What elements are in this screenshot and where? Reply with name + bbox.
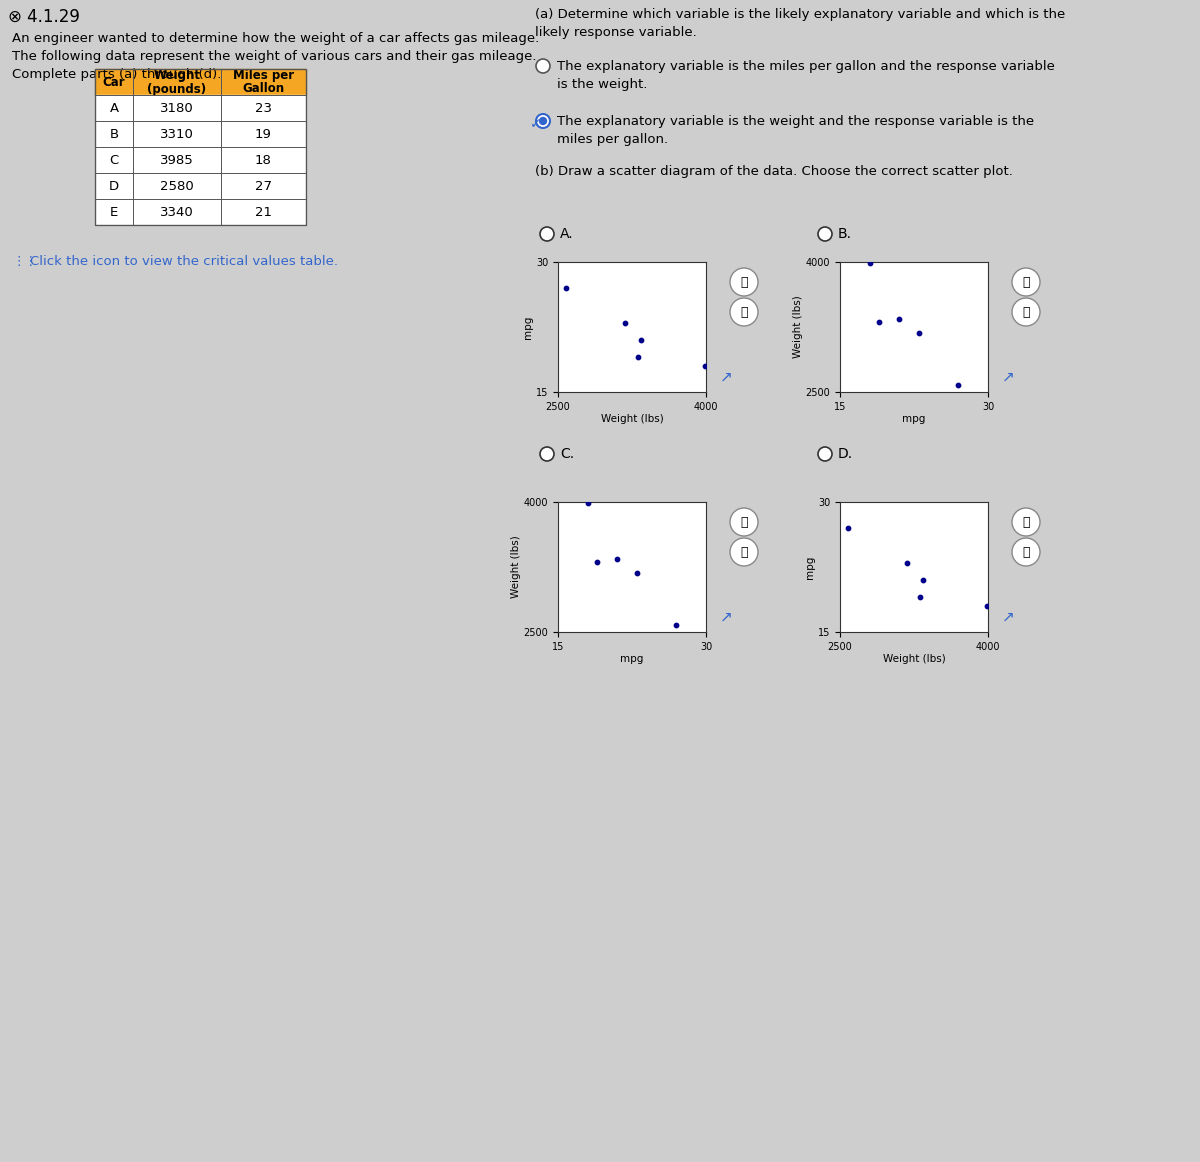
Text: (a) Determine which variable is the likely explanatory variable and which is the: (a) Determine which variable is the like… — [535, 8, 1066, 21]
Text: The explanatory variable is the weight and the response variable is the: The explanatory variable is the weight a… — [557, 115, 1034, 128]
Text: ↗: ↗ — [720, 370, 732, 385]
Text: 🔍: 🔍 — [1022, 306, 1030, 318]
Text: ✓: ✓ — [530, 117, 541, 131]
Circle shape — [730, 297, 758, 327]
Text: (b) Draw a scatter diagram of the data. Choose the correct scatter plot.: (b) Draw a scatter diagram of the data. … — [535, 165, 1013, 178]
Text: 23: 23 — [256, 101, 272, 115]
Circle shape — [536, 114, 550, 128]
Point — [949, 375, 968, 394]
Bar — [95, 199, 306, 225]
Bar — [95, 95, 306, 121]
Point — [607, 550, 626, 568]
Text: E: E — [110, 206, 118, 218]
Point — [667, 616, 686, 634]
Point — [578, 494, 598, 512]
Circle shape — [730, 538, 758, 566]
Text: A.: A. — [560, 227, 574, 241]
Text: ↗: ↗ — [1002, 610, 1014, 624]
Circle shape — [730, 508, 758, 536]
Circle shape — [1012, 268, 1040, 296]
Text: A: A — [109, 101, 119, 115]
Bar — [95, 121, 306, 148]
Circle shape — [1012, 297, 1040, 327]
Text: Car: Car — [103, 76, 125, 88]
Text: 3310: 3310 — [160, 128, 194, 141]
Point — [616, 314, 635, 332]
Point — [913, 571, 932, 589]
Text: 🔍: 🔍 — [740, 516, 748, 529]
X-axis label: mpg: mpg — [620, 654, 643, 665]
X-axis label: Weight (lbs): Weight (lbs) — [601, 415, 664, 424]
Point — [557, 279, 576, 297]
Circle shape — [1012, 538, 1040, 566]
Circle shape — [540, 227, 554, 241]
Text: ⋮⋮: ⋮⋮ — [12, 254, 37, 268]
Point — [898, 553, 917, 572]
Bar — [95, 69, 306, 225]
Text: 27: 27 — [256, 179, 272, 193]
Text: 🔍: 🔍 — [1022, 545, 1030, 559]
Circle shape — [540, 447, 554, 461]
Text: ↗: ↗ — [720, 610, 732, 624]
Text: D: D — [109, 179, 119, 193]
Point — [628, 564, 647, 582]
Point — [911, 588, 930, 607]
Bar — [95, 69, 306, 95]
Text: 19: 19 — [256, 128, 272, 141]
Text: ↗: ↗ — [1002, 370, 1014, 385]
Text: is the weight.: is the weight. — [557, 78, 647, 91]
Point — [629, 349, 648, 367]
Text: D.: D. — [838, 447, 853, 461]
Text: B.: B. — [838, 227, 852, 241]
Y-axis label: mpg: mpg — [523, 315, 533, 338]
Text: B: B — [109, 128, 119, 141]
Text: 2580: 2580 — [160, 179, 194, 193]
Y-axis label: Weight (lbs): Weight (lbs) — [511, 536, 521, 598]
Text: 🔍: 🔍 — [740, 275, 748, 288]
Text: 18: 18 — [256, 153, 272, 166]
Y-axis label: Weight (lbs): Weight (lbs) — [793, 295, 803, 358]
Y-axis label: mpg: mpg — [805, 555, 815, 579]
X-axis label: mpg: mpg — [902, 415, 925, 424]
Text: Click the icon to view the critical values table.: Click the icon to view the critical valu… — [30, 254, 338, 268]
Text: 3180: 3180 — [160, 101, 194, 115]
Bar — [95, 148, 306, 173]
Text: 3340: 3340 — [160, 206, 194, 218]
Circle shape — [536, 59, 550, 73]
Circle shape — [540, 117, 546, 124]
Text: The explanatory variable is the miles per gallon and the response variable: The explanatory variable is the miles pe… — [557, 60, 1055, 73]
Point — [889, 310, 908, 329]
Point — [839, 518, 858, 537]
Point — [695, 357, 714, 375]
Text: An engineer wanted to determine how the weight of a car affects gas mileage.: An engineer wanted to determine how the … — [12, 33, 539, 45]
Text: likely response variable.: likely response variable. — [535, 26, 697, 40]
Point — [977, 597, 996, 616]
Circle shape — [730, 268, 758, 296]
Circle shape — [818, 227, 832, 241]
Text: ⊗ 4.1.29: ⊗ 4.1.29 — [8, 8, 80, 26]
Point — [631, 331, 650, 350]
Text: The following data represent the weight of various cars and their gas mileage.: The following data represent the weight … — [12, 50, 536, 63]
Text: 🔍: 🔍 — [1022, 516, 1030, 529]
Text: Complete parts (a) through (d).: Complete parts (a) through (d). — [12, 69, 221, 81]
Text: 🔍: 🔍 — [740, 306, 748, 318]
Point — [588, 552, 607, 571]
Point — [910, 324, 929, 343]
Text: 21: 21 — [256, 206, 272, 218]
Text: 🔍: 🔍 — [1022, 275, 1030, 288]
Text: C.: C. — [560, 447, 574, 461]
Point — [870, 313, 889, 331]
Point — [860, 254, 880, 273]
Text: 🔍: 🔍 — [740, 545, 748, 559]
Text: C: C — [109, 153, 119, 166]
X-axis label: Weight (lbs): Weight (lbs) — [883, 654, 946, 665]
Text: Miles per
Gallon: Miles per Gallon — [233, 69, 294, 95]
Bar — [95, 173, 306, 199]
Circle shape — [818, 447, 832, 461]
Text: miles per gallon.: miles per gallon. — [557, 132, 668, 146]
Text: 3985: 3985 — [160, 153, 194, 166]
Circle shape — [1012, 508, 1040, 536]
Text: Weight
(pounds): Weight (pounds) — [148, 69, 206, 95]
